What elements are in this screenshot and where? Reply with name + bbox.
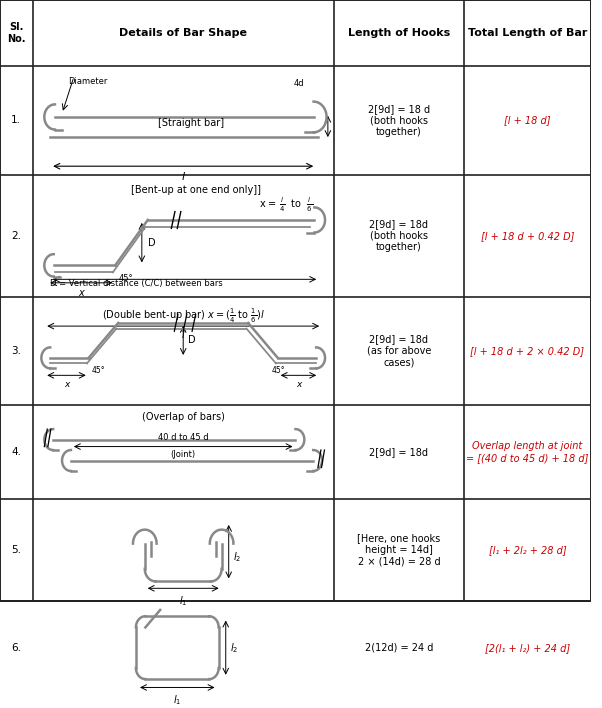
Text: x: x (296, 380, 301, 389)
Text: 4d: 4d (293, 79, 304, 88)
Text: 45°: 45° (92, 366, 105, 375)
Text: l: l (182, 331, 185, 341)
Text: [l + 18 d + 0.42 D]: [l + 18 d + 0.42 D] (481, 231, 574, 241)
Text: Length of Hooks: Length of Hooks (348, 28, 450, 38)
Text: [Here, one hooks
height = 14d]
2 × (14d) = 28 d: [Here, one hooks height = 14d] 2 × (14d)… (357, 533, 441, 566)
Text: x = $\frac{l}{4}$  to  $\frac{l}{6}$: x = $\frac{l}{4}$ to $\frac{l}{6}$ (259, 195, 313, 214)
Text: x: x (78, 287, 84, 297)
Text: 45°: 45° (272, 366, 285, 375)
Text: [2(l₁ + l₂) + 24 d]: [2(l₁ + l₂) + 24 d] (485, 643, 570, 653)
Text: [l₁ + 2l₂ + 28 d]: [l₁ + 2l₂ + 28 d] (489, 545, 566, 555)
Text: 5.: 5. (11, 545, 21, 555)
Text: $l_2$: $l_2$ (234, 550, 241, 564)
Text: 40 d to 45 d: 40 d to 45 d (158, 433, 208, 442)
Text: 2[9d] = 18d
(both hooks
together): 2[9d] = 18d (both hooks together) (370, 219, 429, 252)
Text: 45°: 45° (118, 274, 133, 282)
Text: [l + 18 d]: [l + 18 d] (504, 115, 551, 125)
Text: D = Vertical distance (C/C) between bars: D = Vertical distance (C/C) between bars (50, 280, 223, 288)
Text: $l_1$: $l_1$ (179, 594, 187, 607)
Text: Sl.
No.: Sl. No. (7, 23, 25, 44)
Text: 2(12d) = 24 d: 2(12d) = 24 d (365, 643, 433, 653)
Text: 1.: 1. (11, 115, 21, 125)
Text: 2[9d] = 18 d
(both hooks
together): 2[9d] = 18 d (both hooks together) (368, 104, 430, 137)
Text: [Straight bar]: [Straight bar] (158, 118, 224, 128)
Text: 2[9d] = 18d
(as for above
cases): 2[9d] = 18d (as for above cases) (367, 334, 431, 367)
Text: 6.: 6. (11, 643, 21, 653)
Text: Total Length of Bar: Total Length of Bar (468, 28, 587, 38)
Text: Diameter: Diameter (68, 76, 107, 86)
Text: (Double bent-up bar) $x = (\frac{1}{4}$ to $\frac{1}{6})l$: (Double bent-up bar) $x = (\frac{1}{4}$ … (102, 307, 265, 326)
Text: $l_2$: $l_2$ (231, 641, 239, 655)
Text: l: l (182, 172, 185, 182)
Text: 3.: 3. (11, 346, 21, 356)
Text: Overlap length at joint
= [(40 d to 45 d) + 18 d]: Overlap length at joint = [(40 d to 45 d… (467, 441, 589, 463)
Text: x: x (64, 380, 69, 389)
Text: $l_1$: $l_1$ (173, 693, 181, 707)
Text: [l + 18 d + 2 × 0.42 D]: [l + 18 d + 2 × 0.42 D] (470, 346, 585, 356)
Text: 4.: 4. (11, 447, 21, 457)
Text: 2.: 2. (11, 231, 21, 241)
Text: [Bent-up at one end only]]: [Bent-up at one end only]] (131, 185, 261, 195)
Text: Details of Bar Shape: Details of Bar Shape (119, 28, 247, 38)
Text: (Joint): (Joint) (170, 450, 196, 459)
Text: D: D (147, 238, 155, 248)
Text: 2[9d] = 18d: 2[9d] = 18d (370, 447, 429, 457)
Text: D: D (188, 336, 196, 346)
Text: (Overlap of bars): (Overlap of bars) (141, 412, 225, 422)
